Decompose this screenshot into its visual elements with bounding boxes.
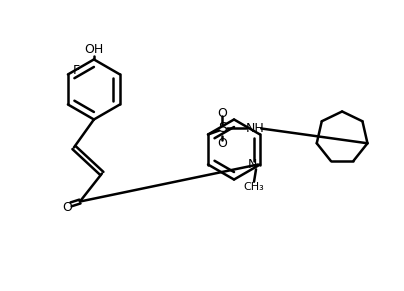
Text: CH₃: CH₃ <box>244 182 264 192</box>
Text: OH: OH <box>84 43 103 56</box>
Text: S: S <box>218 121 226 136</box>
Text: F: F <box>73 64 80 77</box>
Text: NH: NH <box>246 122 265 135</box>
Text: O: O <box>62 201 72 214</box>
Text: O: O <box>217 107 227 120</box>
Text: N: N <box>247 158 257 171</box>
Text: O: O <box>217 137 227 150</box>
